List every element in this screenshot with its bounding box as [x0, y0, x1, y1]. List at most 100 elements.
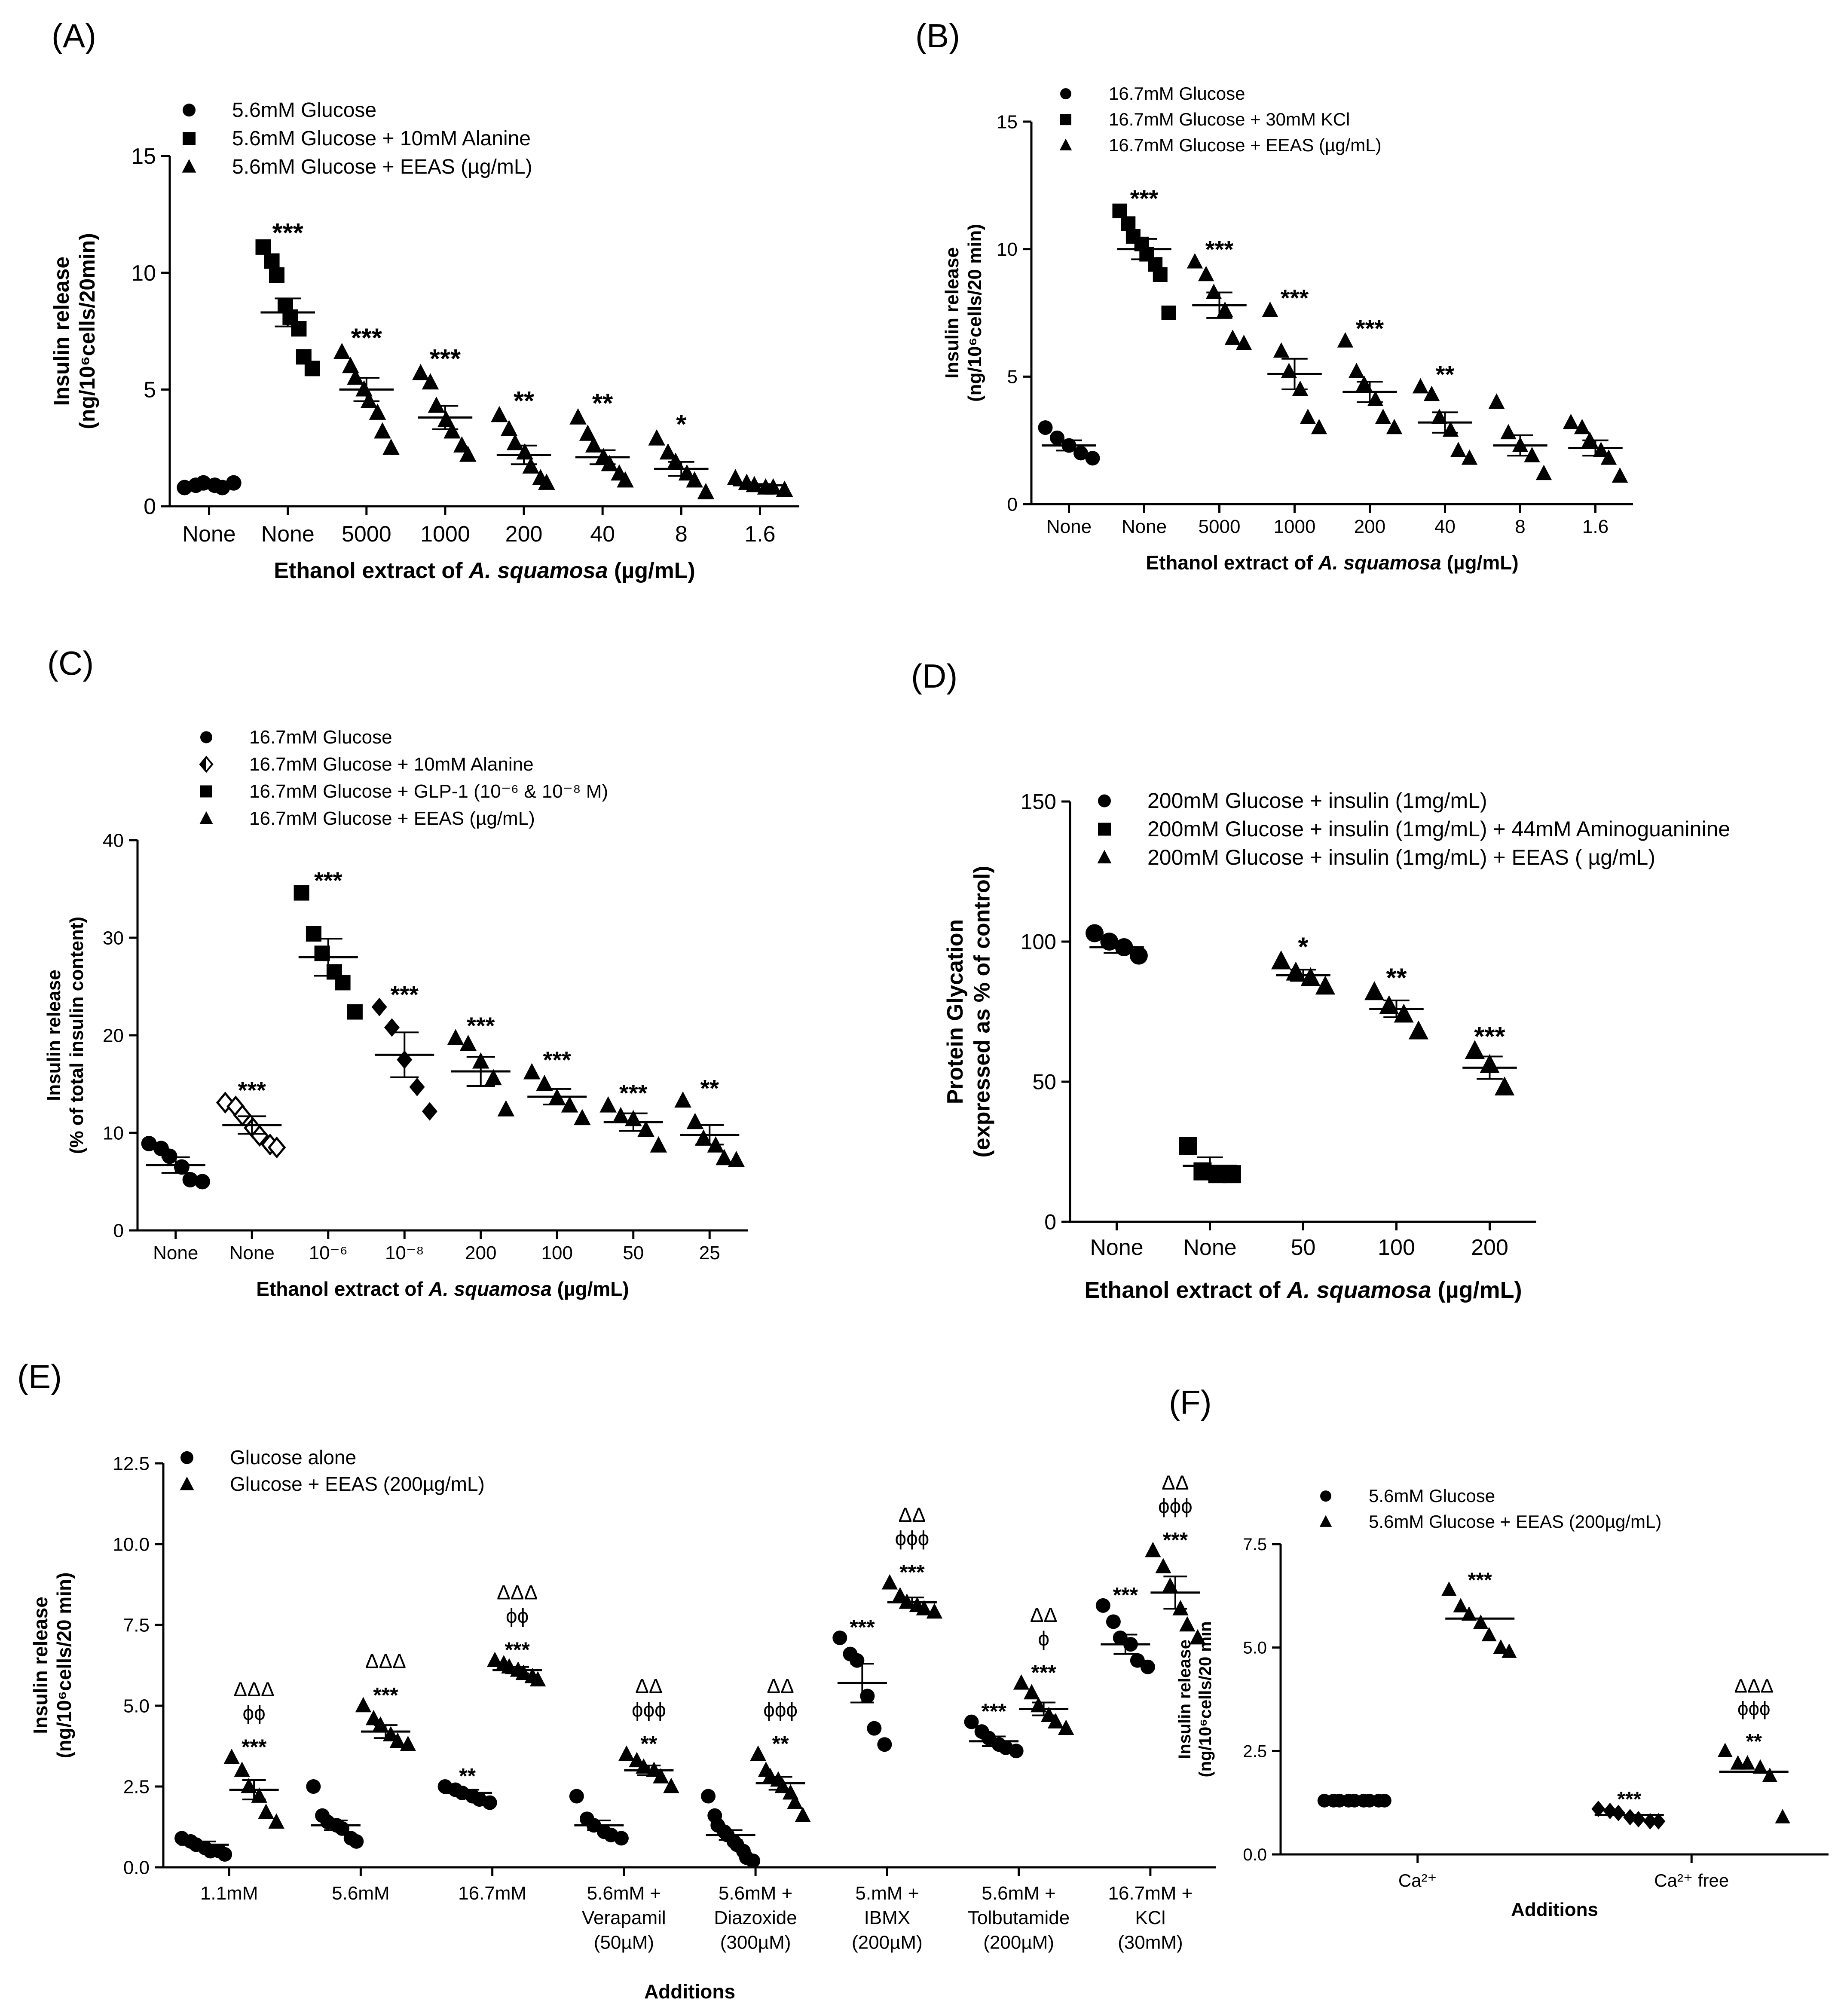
panel-b-data-point — [1356, 375, 1373, 391]
panel-b-significance-mark: *** — [1281, 284, 1309, 311]
panel-b-data-point — [1205, 284, 1222, 299]
panel-a-xtick-label: 8 — [675, 522, 688, 547]
panel-f-ytick-label: 0.0 — [1243, 1845, 1267, 1864]
panel-b-group — [1488, 393, 1552, 480]
panel-b-significance-mark: *** — [1130, 185, 1159, 212]
panel-c-ytick-label: 10 — [103, 1123, 124, 1144]
panel-a-data-point — [269, 267, 284, 283]
panel-c-data-point — [267, 1136, 286, 1159]
panel-a-group — [727, 469, 793, 497]
panel-b-data-point — [1224, 329, 1241, 345]
panel-a-data-point — [500, 420, 518, 436]
panel-d-ytick-label: 0 — [1044, 1210, 1056, 1234]
panel-e-data-point — [569, 1789, 584, 1804]
panel-a-data-point — [347, 368, 364, 385]
panel-f-legend-marker — [1320, 1490, 1331, 1502]
panel-e-significance-mark: ϕϕϕ — [895, 1527, 929, 1550]
panel-c-xtick-label: 100 — [541, 1242, 573, 1263]
panel-e-data-point — [1106, 1614, 1121, 1629]
panel-c-group: *** — [447, 1012, 515, 1117]
panel-e-data-point — [916, 1600, 933, 1615]
panel-c-group: *** — [371, 981, 437, 1121]
panel-c-significance-mark: *** — [238, 1077, 266, 1104]
panel-c-legend-label: 16.7mM Glucose + 10mM Alanine — [249, 754, 534, 775]
panel-b-xtick-label: 5000 — [1199, 516, 1241, 537]
panel-e-xtick-label: 16.7mM — [458, 1883, 526, 1904]
panel-e-significance-mark: *** — [899, 1560, 925, 1585]
panel-a-data-point — [648, 429, 665, 446]
panel-a-legend-marker — [183, 104, 196, 117]
panel-e-significance-mark: ΔΔ — [767, 1675, 794, 1698]
panel-e-significance-mark: *** — [505, 1638, 530, 1662]
panel-e-xtick-label: 5.6mM + — [982, 1883, 1055, 1904]
panel-e-xlabel-part: Additions — [644, 1980, 735, 2003]
panel-a-data-point — [422, 373, 439, 390]
panel-e-group — [569, 1789, 629, 1846]
panel-e-significance-mark: ΔΔΔ — [234, 1678, 275, 1701]
panel-e-data-point — [787, 1794, 803, 1809]
panel-e-group: *** ϕΔΔ — [1013, 1604, 1074, 1735]
panel-e-xtick-label: 1.1mM — [200, 1883, 258, 1904]
panel-c-data-point — [523, 1063, 541, 1080]
panel-e-data-point — [1162, 1577, 1178, 1593]
panel-f-significance-mark: ϕϕϕ — [1737, 1698, 1771, 1719]
panel-b-data-point — [1375, 408, 1391, 424]
panel-f-data-point — [1775, 1809, 1790, 1823]
panel-c-data-point — [674, 1091, 691, 1108]
panel-d-data-point — [1495, 1076, 1515, 1095]
panel-e-data-point — [646, 1762, 662, 1777]
panel-e-xtick-label: (300µM) — [720, 1932, 791, 1953]
panel-e-significance-mark: *** — [1113, 1583, 1138, 1607]
panel-a-data-point — [443, 422, 461, 439]
panel-b-ytick-label: 10 — [997, 239, 1018, 260]
panel-e-data-point — [486, 1652, 503, 1667]
panel-c-legend-marker-fill — [200, 757, 206, 772]
panel-b-significance-mark: *** — [1356, 315, 1384, 342]
panel-c-group: ** — [674, 1074, 745, 1167]
panel-f-xlabel: Additions — [1511, 1899, 1598, 1920]
panel-d-legend-marker — [1098, 823, 1111, 836]
panel-a-significance-mark: * — [676, 410, 687, 439]
panel-d-data-point — [1129, 946, 1148, 965]
panel-d-group: *** — [1462, 1022, 1517, 1095]
panel-e-data-point — [482, 1795, 497, 1810]
panel-e-data-point — [234, 1762, 250, 1777]
panel-c-data-point — [141, 1135, 157, 1151]
panel-e-significance-mark: *** — [1031, 1661, 1056, 1685]
panel-e-significance-mark: ** — [772, 1731, 789, 1756]
panel-a-data-point — [382, 438, 400, 455]
panel-b-data-point — [1073, 446, 1088, 461]
panel-a-xtick-label: 200 — [505, 522, 543, 547]
panel-e-significance-mark: ΔΔΔ — [365, 1650, 406, 1673]
panel-d-xtick-label: 100 — [1378, 1235, 1415, 1260]
panel-c-data-point — [459, 1034, 477, 1051]
panel-c-legend-marker — [200, 785, 212, 798]
panel-b-data-point — [1300, 408, 1316, 424]
panel-f-data-point — [1740, 1755, 1755, 1770]
panel-a-significance-mark: *** — [430, 344, 461, 374]
panel-c-data-point — [174, 1159, 190, 1175]
panel-b-group: ** — [1412, 361, 1478, 465]
panel-d-data-point — [1408, 1020, 1428, 1040]
panel-a-data-point — [374, 422, 391, 439]
panel-e-group: *** — [832, 1615, 892, 1752]
panel-e-ytick-label: 10.0 — [113, 1534, 150, 1555]
panel-c-data-point — [716, 1149, 733, 1166]
panel-a-data-point — [264, 253, 280, 269]
panel-c-legend-label: 16.7mM Glucose — [249, 727, 392, 748]
panel-a-group: *** — [255, 218, 320, 376]
panel-a-group: ** — [569, 389, 634, 488]
panel-a-xtick-label: 40 — [590, 522, 615, 547]
panel-e-significance-mark: ϕϕ — [243, 1702, 266, 1725]
panel-a-data-point — [659, 443, 677, 460]
panel-c-data-point — [695, 1129, 712, 1146]
panel-b-data-point — [1050, 430, 1064, 445]
panel-b-data-point — [1198, 266, 1214, 281]
panel-d-ytick-label: 150 — [1021, 790, 1056, 814]
panel-e-data-point — [258, 1803, 274, 1819]
panel-a-significance-mark: *** — [272, 218, 303, 248]
panel-c-legend-label: 16.7mM Glucose + EEAS (µg/mL) — [249, 808, 535, 829]
panel-f-ytick-label: 5.0 — [1243, 1639, 1267, 1658]
